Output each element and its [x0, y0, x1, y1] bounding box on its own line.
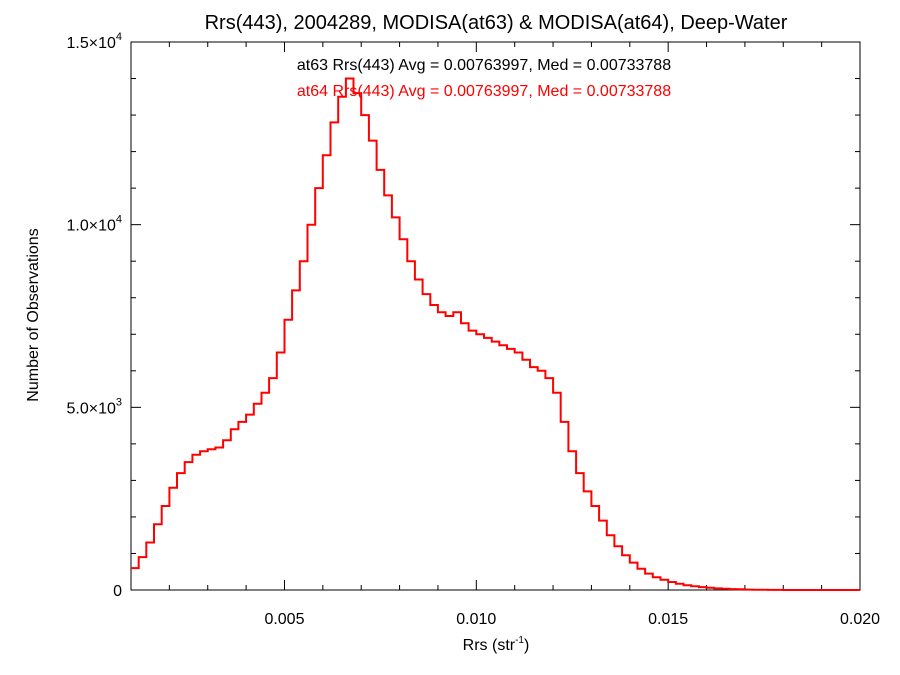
x-tick-label: 0.010	[456, 611, 496, 628]
x-axis-label-main: Rrs (str	[463, 637, 516, 654]
series-line-at64	[131, 77, 860, 591]
x-tick-label: 0.015	[648, 611, 688, 628]
x-tick-label: 0.020	[840, 611, 880, 628]
y-tick-label: 5.0×103	[66, 396, 122, 417]
plot-frame	[130, 41, 861, 591]
x-axis-ticks: 0.005 0.010 0.015 0.020	[130, 42, 880, 628]
x-axis-label-sup: -1	[515, 635, 524, 646]
y-tick-label: 0	[113, 583, 122, 600]
y-axis-label: Number of Observations	[25, 228, 42, 401]
y-tick-label: 1.5×104	[66, 31, 122, 52]
annotations: at63 Rrs(443) Avg = 0.00763997, Med = 0.…	[297, 57, 671, 100]
chart-title: Rrs(443), 2004289, MODISA(at63) & MODISA…	[205, 12, 788, 34]
annotation-at63: at63 Rrs(443) Avg = 0.00763997, Med = 0.…	[297, 57, 671, 74]
x-axis-label-tail: )	[524, 637, 529, 654]
plot-border	[130, 41, 861, 591]
y-axis-ticks: 0 5.0×103 1.0×104 1.5×104	[66, 31, 860, 600]
y-tick-label: 1.0×104	[66, 214, 122, 235]
x-tick-label: 0.005	[264, 611, 304, 628]
annotation-at64: at64 Rrs(443) Avg = 0.00763997, Med = 0.…	[297, 83, 671, 100]
x-axis-label: Rrs (str-1)	[463, 635, 530, 654]
